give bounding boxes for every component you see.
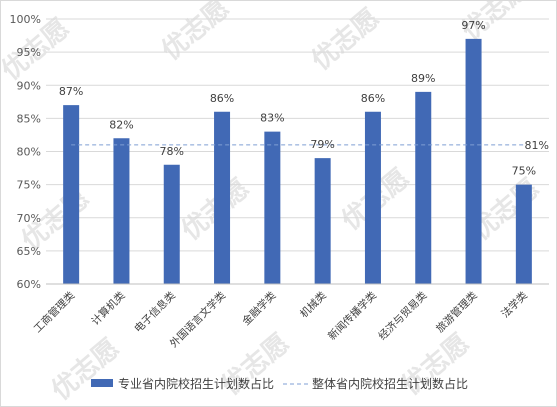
bar: [415, 91, 432, 284]
data-label: 97%: [461, 19, 485, 32]
data-label: 83%: [260, 112, 284, 125]
watermark-text: 优志愿: [306, 3, 385, 76]
legend-label-line: 整体省内院校招生计划数占比: [312, 376, 468, 391]
bar: [314, 158, 331, 284]
y-tick-label: 75%: [17, 179, 41, 192]
x-category-label: 新闻传播学类: [325, 289, 379, 343]
x-category-label: 旅游管理类: [433, 289, 480, 336]
x-category-label: 经济与贸易类: [376, 289, 430, 343]
y-tick-label: 90%: [17, 79, 41, 92]
y-tick-label: 95%: [17, 46, 41, 59]
bar: [113, 138, 130, 284]
bar: [465, 38, 482, 284]
data-labels: 87% 82% 78% 86% 83% 79% 86% 89% 97% 75% 81%: [59, 19, 549, 178]
bar: [214, 111, 231, 284]
y-axis: 60% 65% 70% 75% 80% 85% 90% 95% 100%: [10, 13, 41, 291]
y-tick-label: 65%: [17, 245, 41, 258]
y-tick-label: 85%: [17, 112, 41, 125]
x-category-label: 法学类: [499, 289, 531, 321]
x-category-label: 工商管理类: [31, 289, 78, 336]
data-label: 86%: [210, 92, 234, 105]
data-label: 75%: [512, 165, 536, 178]
legend: 专业省内院校招生计划数占比 整体省内院校招生计划数占比: [91, 376, 468, 391]
y-tick-label: 60%: [17, 278, 41, 291]
data-label: 78%: [160, 145, 184, 158]
bar: [515, 184, 532, 284]
x-category-label: 电子信息类: [132, 289, 179, 336]
x-category-label: 机械类: [297, 289, 329, 321]
watermark-text: 优志愿: [46, 333, 125, 406]
bars: [63, 38, 532, 284]
bar: [264, 131, 281, 284]
data-label: 82%: [109, 118, 133, 131]
data-label: 89%: [411, 72, 435, 85]
data-label: 79%: [310, 138, 334, 151]
reference-line-label: 81%: [525, 139, 549, 152]
legend-label-bar: 专业省内院校招生计划数占比: [118, 376, 274, 391]
y-tick-label: 70%: [17, 212, 41, 225]
bar: [63, 105, 80, 284]
x-category-label: 金融学类: [240, 289, 279, 328]
data-label: 86%: [361, 92, 385, 105]
y-tick-label: 80%: [17, 146, 41, 159]
x-category-label: 计算机类: [89, 289, 128, 328]
bar: [364, 111, 381, 284]
y-tick-label: 100%: [10, 13, 41, 26]
data-label: 87%: [59, 85, 83, 98]
legend-swatch-bar: [91, 379, 113, 387]
watermark-text: 优志愿: [156, 1, 235, 66]
bar: [163, 164, 180, 284]
